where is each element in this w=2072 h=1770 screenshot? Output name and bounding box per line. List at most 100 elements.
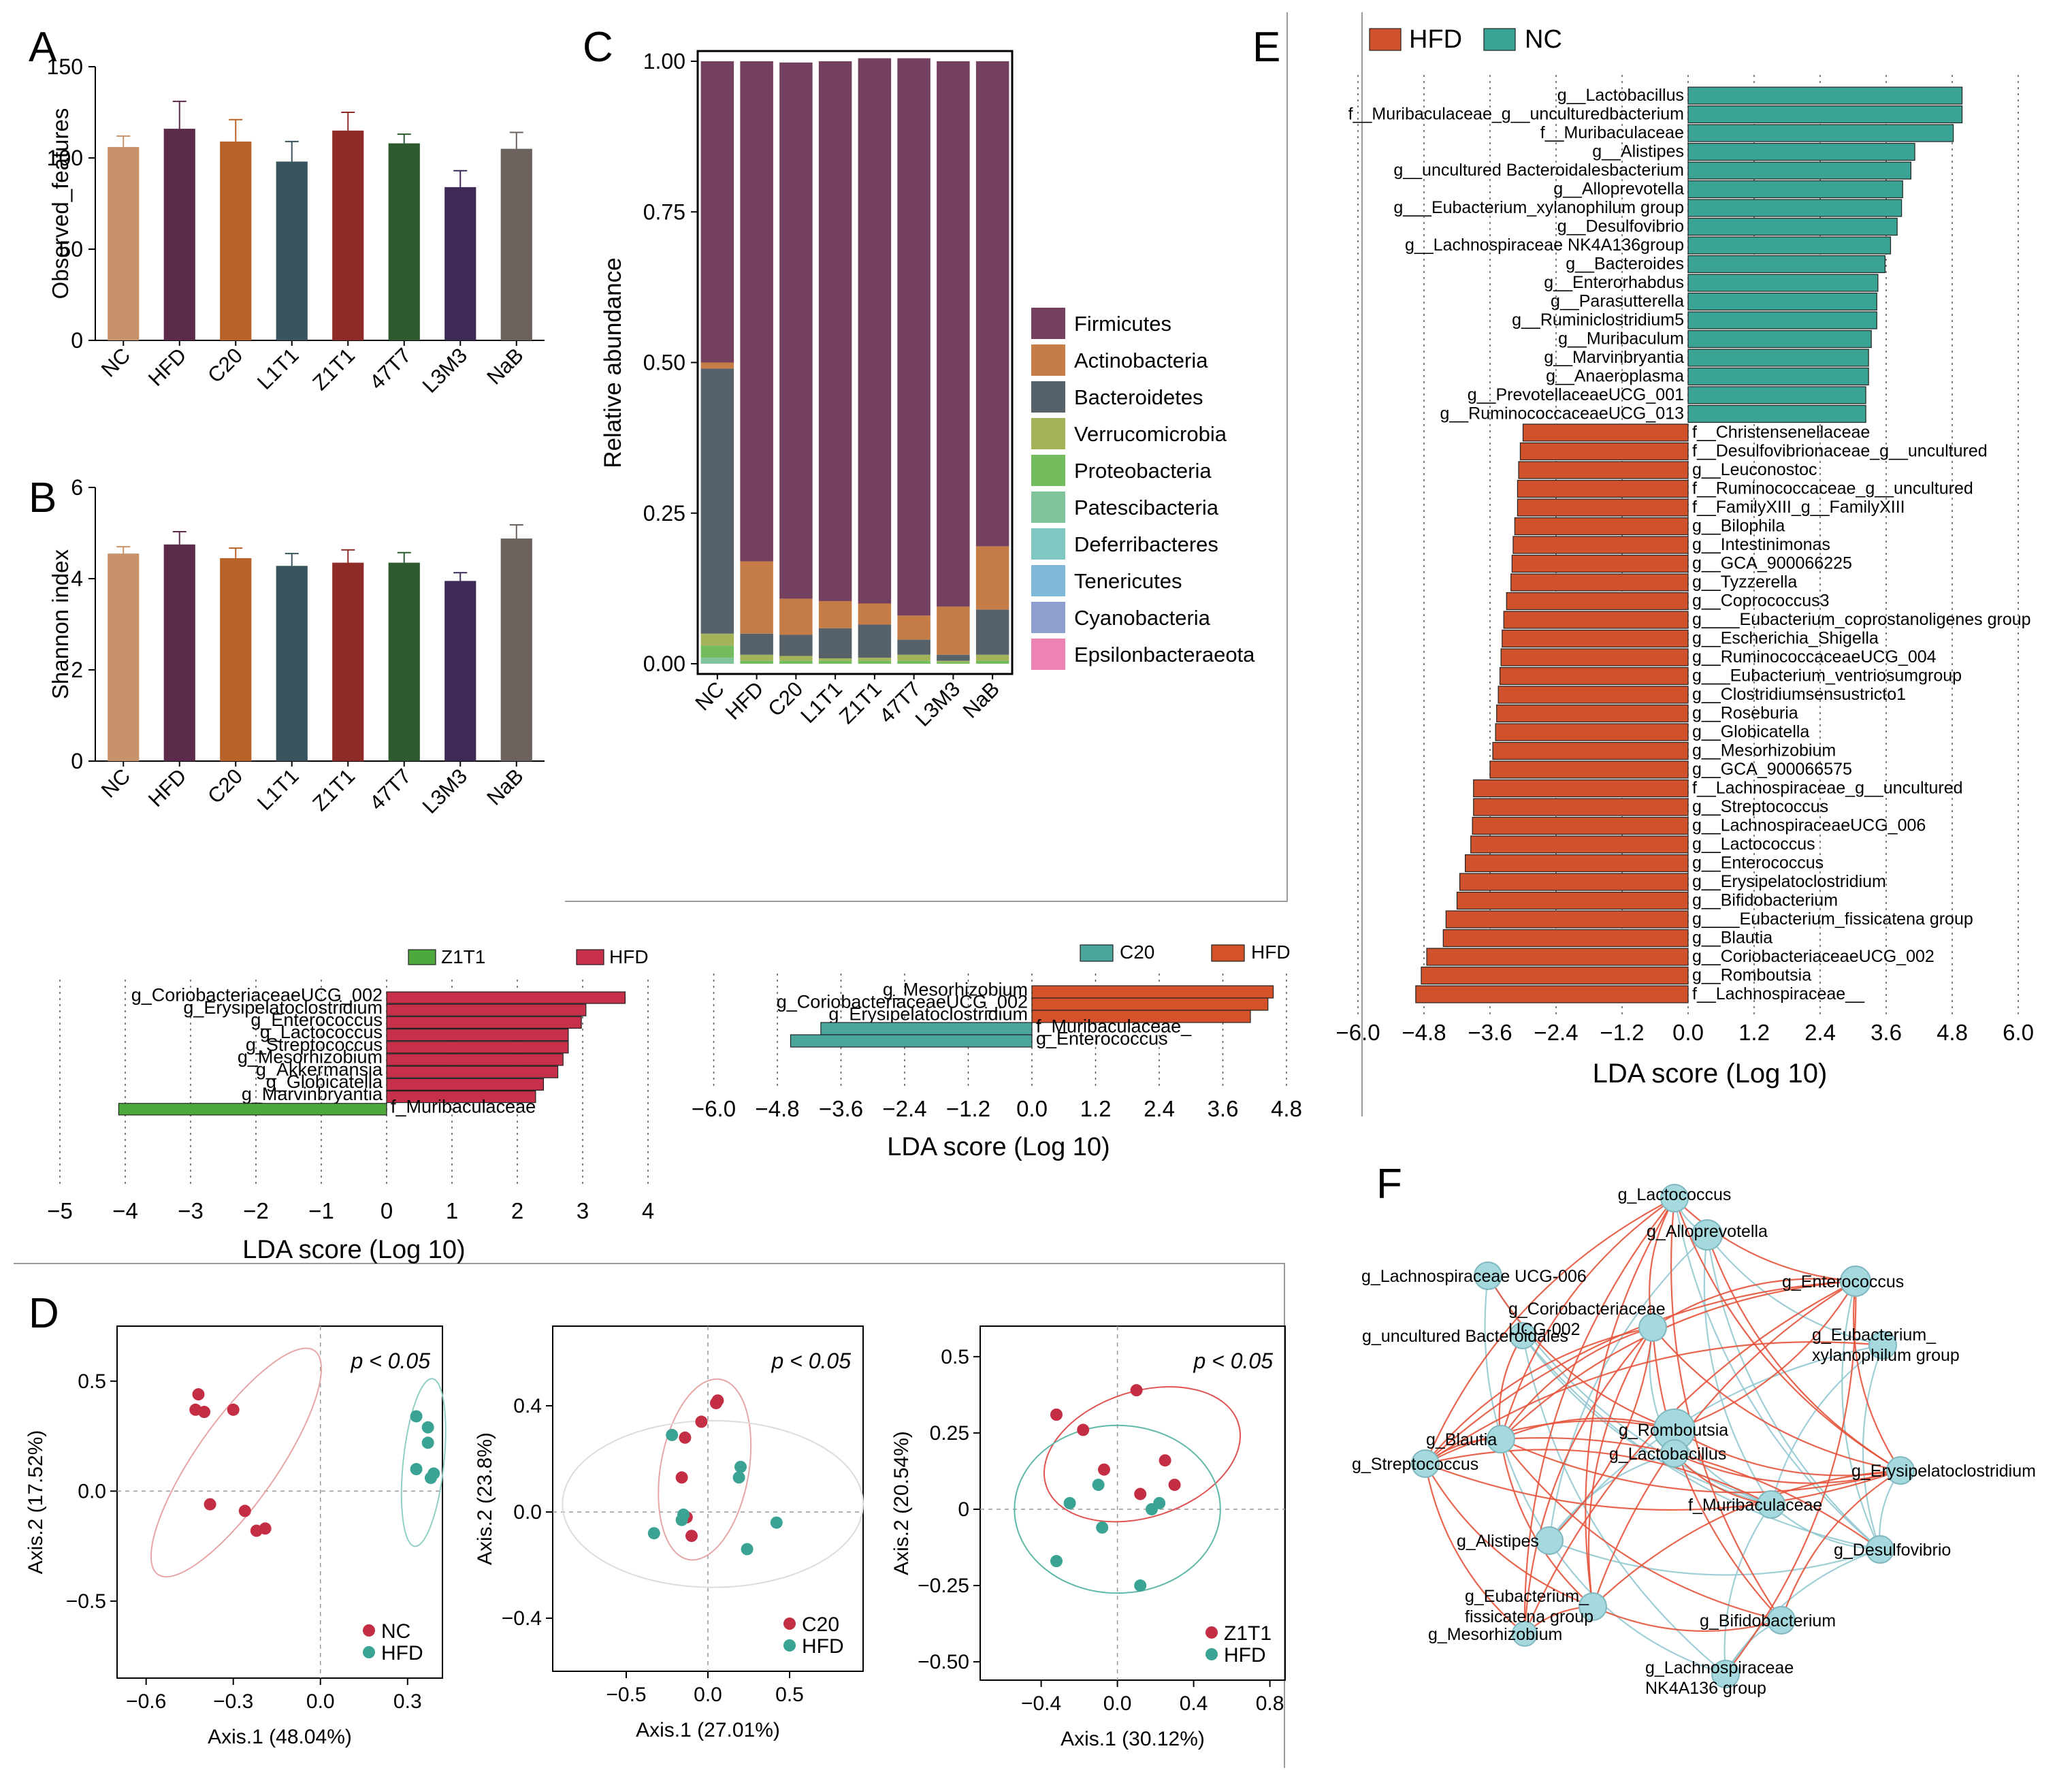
e-x-tick-label: 1.2 [1738, 1020, 1770, 1045]
lda1-x-tick-label: −4 [112, 1198, 138, 1223]
d3-ellipse [1043, 1386, 1241, 1523]
e-bar [1687, 386, 1866, 404]
lda2-x-tick-label: −3.6 [819, 1096, 863, 1121]
d3-point-z1t1 [1050, 1409, 1063, 1421]
a-bar-l1t1 [276, 161, 308, 341]
network-edge-positive [1424, 1463, 1525, 1635]
d2-point-hfd [734, 1460, 747, 1473]
lda2-x-tick-label: 4.8 [1271, 1096, 1302, 1121]
lda2-x-tick-label: 2.4 [1144, 1096, 1175, 1121]
d1-y-tick-label: 0.5 [78, 1370, 106, 1393]
lda1-legend-label-hfd: HFD [609, 946, 649, 967]
lda1-bar-label: g_Lactococcus [260, 1022, 383, 1042]
lda2-x-tick-label: −4.8 [755, 1096, 799, 1121]
b-x-tick-label: L3M3 [418, 764, 472, 818]
lda1-bar-label: g_Marvinbryantia [242, 1084, 383, 1104]
d1-legend-label-1: NC [381, 1620, 410, 1643]
e-bar [1518, 461, 1689, 479]
network-edge-positive [1670, 1197, 1782, 1621]
d3-point-hfd [1092, 1479, 1105, 1492]
c-segment-bacteroidetes [700, 368, 734, 634]
panel-letter-c: C [583, 24, 613, 71]
d1-y-tick-label: 0.0 [78, 1480, 106, 1502]
network-edge-negative [1673, 1197, 1881, 1550]
b-bar-hfd [163, 544, 195, 761]
network-edge-positive [1487, 1275, 1675, 1431]
e-bar [1687, 105, 1963, 124]
network-edge-positive [1652, 1327, 1901, 1472]
e-bar-label: g__Clostridiumsensustricto1 [1692, 685, 1906, 704]
a-y-tick-label: 100 [47, 146, 83, 170]
e-bar-label: g__Bifidobacterium [1692, 891, 1838, 910]
e-bar [1506, 592, 1689, 611]
d2-point-hfd [666, 1428, 679, 1441]
network-node-eubxyl [1868, 1331, 1897, 1359]
lda1-bar-label: g_Mesorhizobium [238, 1047, 383, 1067]
c-legend-label: Bacteroidetes [1074, 385, 1203, 409]
lda1-bar [386, 1003, 587, 1016]
network-node-lactococcus [1660, 1184, 1689, 1212]
e-bar [1687, 311, 1877, 329]
e-bar [1687, 124, 1954, 142]
c-legend-label: Cyanobacteria [1074, 606, 1211, 630]
a-x-tick-label: NC [97, 343, 135, 381]
network-edge-positive [1500, 1437, 1881, 1550]
d1-legend-dot-2 [363, 1646, 375, 1658]
d3-x-tick-label: 0.8 [1256, 1692, 1284, 1715]
e-bar-label: g__Roseburia [1692, 704, 1798, 723]
lda2-bar [820, 1022, 1033, 1035]
d2-point-hfd [770, 1516, 783, 1529]
network-edge-positive [1674, 1429, 1901, 1477]
c-legend-swatch [1031, 602, 1065, 633]
d3-plot-frame [980, 1325, 1286, 1681]
a-y-label: Observed_features [48, 108, 73, 300]
network-edge-negative [1770, 1345, 1883, 1505]
network-edge-positive [1425, 1449, 1772, 1505]
e-bar-label: g__Anaeroplasma [1546, 367, 1684, 386]
lda1-legend-swatch-z1t1 [408, 949, 436, 965]
e-bar-label: g__GCA_900066225 [1692, 554, 1852, 573]
d1-point-hfd [421, 1436, 434, 1449]
c-y-tick-label: 0.25 [643, 501, 685, 526]
d1-legend-dot-1 [363, 1624, 375, 1637]
network-node-label: f_Muribaculaceae [1688, 1496, 1822, 1515]
e-bar [1496, 704, 1689, 723]
e-bar [1489, 760, 1689, 779]
e-bar [1514, 517, 1689, 536]
lda1-bar [386, 1041, 569, 1054]
d2-point-hfd [675, 1513, 688, 1526]
lda1-x-tick-label: 0 [381, 1198, 393, 1223]
d1-x-tick-label: 0.3 [393, 1690, 422, 1713]
network-edge-negative [1484, 1275, 1550, 1541]
c-legend-swatch [1031, 308, 1065, 339]
lda1-legend-swatch-hfd [576, 949, 604, 965]
e-bar-label: g__Erysipelatoclostridium [1692, 872, 1886, 891]
network-edge-positive [1706, 1234, 1901, 1471]
d1-x-label: Axis.1 (48.04%) [208, 1726, 352, 1748]
network-node-label: g_Alloprevotella [1647, 1222, 1768, 1241]
network-node-label: g_Alistipes [1457, 1532, 1539, 1551]
c-legend-swatch [1031, 381, 1065, 413]
network-edge-positive [1780, 1470, 1901, 1621]
e-bar-label: g__Marvinbryantia [1544, 348, 1684, 367]
d3-point-z1t1 [1159, 1454, 1171, 1467]
e-bar-label: g__uncultured Bacteroidalesbacterium [1393, 161, 1684, 180]
network-edge-positive [1592, 1469, 1901, 1607]
lda2-legend-swatch-hfd [1211, 944, 1245, 962]
c-legend-label: Firmicutes [1074, 312, 1171, 336]
e-bar-label: f__Christensenellaceae [1692, 423, 1870, 442]
d2-y-label: Axis.2 (23.8%) [474, 1432, 496, 1565]
e-bar [1415, 985, 1689, 1003]
b-bar-l3m3 [444, 581, 476, 761]
c-segment-proteobacteria [975, 660, 1009, 664]
panel-e: −6.0 −4.8 −3.6 −2.4 −1.2 0.0 1.2 2.4 3.6 4.8 6.0 g_… [1336, 25, 2034, 1089]
c-legend-swatch [1031, 565, 1065, 596]
b-bar-c20 [220, 558, 252, 761]
b-x-tick-label: NC [97, 764, 135, 802]
e-bar-label: g__Mesorhizobium [1692, 741, 1836, 760]
network-edge-positive [1587, 1327, 1653, 1607]
e-x-tick-label: 3.6 [1871, 1020, 1902, 1045]
e-bar-label: g__Escherichia_Shigella [1692, 629, 1879, 648]
lda1-bar-label: g_Enterococcus [250, 1010, 383, 1030]
